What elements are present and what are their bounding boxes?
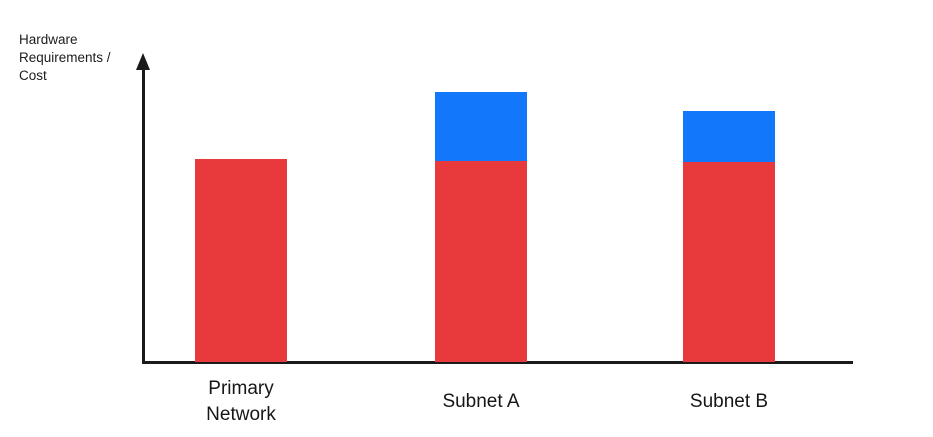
bar-segment-blue-segment	[683, 111, 775, 162]
bar-segment-red-segment	[435, 161, 527, 362]
bar-subnet-a	[435, 92, 527, 362]
bar-segment-red-segment	[683, 162, 775, 362]
x-axis-line	[142, 361, 853, 364]
bar-segment-red-segment	[195, 159, 287, 362]
bar-subnet-b	[683, 111, 775, 362]
bar-primary-network	[195, 159, 287, 362]
category-label-subnet-b: Subnet B	[689, 391, 769, 412]
category-label-primary-network: Primary Network	[206, 378, 276, 425]
category-label-subnet-a: Subnet A	[442, 391, 520, 412]
y-axis-arrowhead-icon	[136, 53, 150, 70]
y-axis-label: Hardware Requirements / Cost	[19, 32, 111, 83]
bar-segment-blue-segment	[435, 92, 527, 161]
y-axis-line	[142, 66, 145, 364]
